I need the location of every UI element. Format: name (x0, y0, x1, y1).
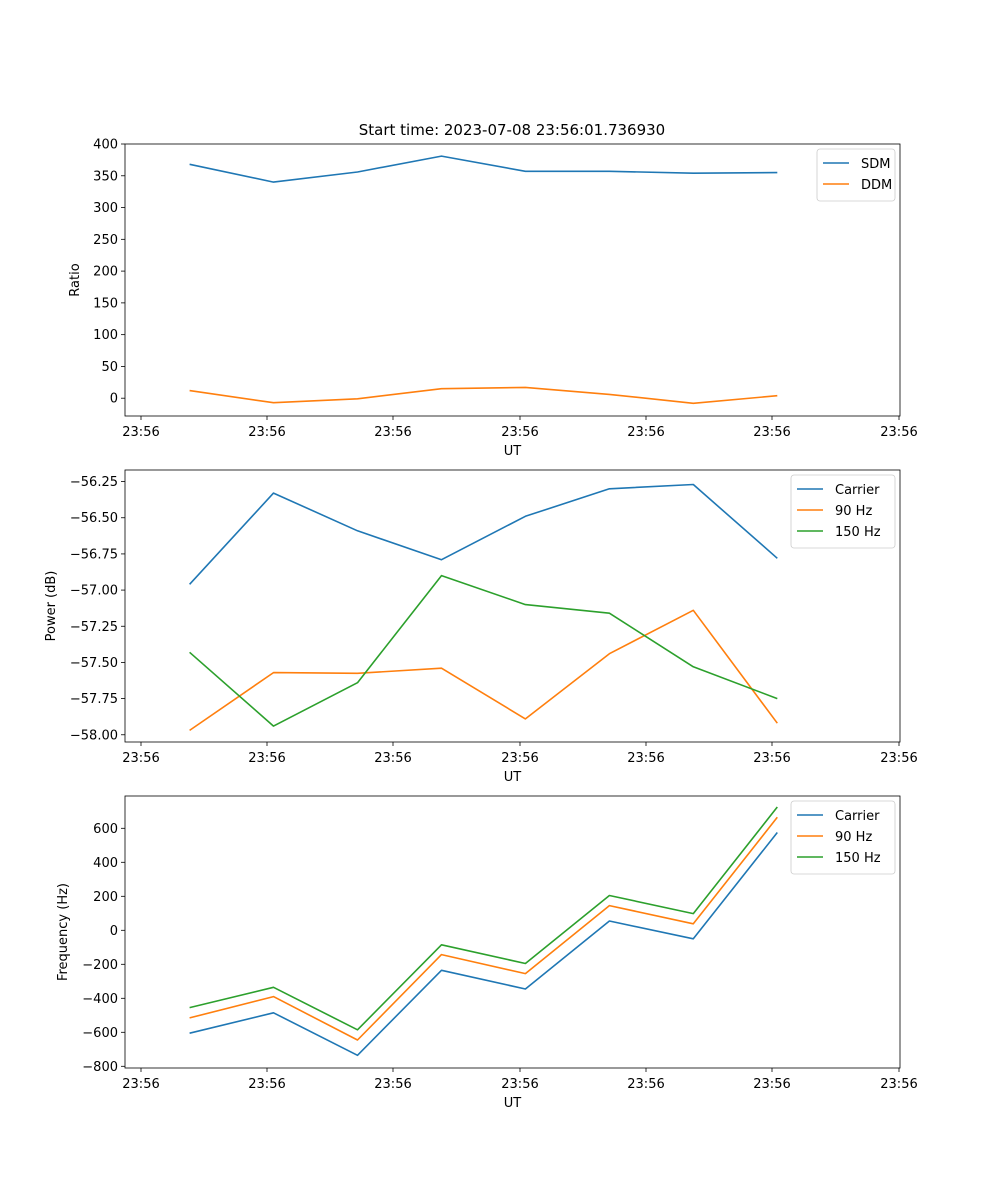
y-tick-label: −56.75 (70, 547, 118, 562)
axes-frame (124, 469, 901, 743)
x-tick-label: 23:56 (122, 425, 159, 440)
legend-label: SDM (861, 157, 890, 172)
x-tick-label: 23:56 (501, 425, 538, 440)
x-tick-label: 23:56 (122, 1077, 159, 1092)
y-tick-label: −57.25 (70, 620, 118, 635)
legend-box (790, 474, 896, 549)
y-tick-label: −56.25 (70, 475, 118, 490)
x-tick-label: 23:56 (501, 1077, 538, 1092)
y-tick-label: −57.75 (70, 692, 118, 707)
legend-label: 150 Hz (835, 851, 881, 866)
x-tick-label: 23:56 (248, 425, 285, 440)
legend: Carrier 90 Hz 150 Hz (790, 800, 896, 875)
x-tick-label: 23:56 (880, 425, 917, 440)
x-tick-label: 23:56 (627, 751, 664, 766)
x-tick-label: 23:56 (627, 1077, 664, 1092)
y-tick-label: 200 (93, 265, 118, 280)
y-axis-label: Ratio (68, 263, 83, 296)
legend-label: Carrier (835, 809, 880, 824)
y-tick-label: −600 (82, 1026, 118, 1041)
legend: SDM DDM (816, 148, 896, 202)
series-line-150-hz (189, 806, 778, 1031)
x-tick-label: 23:56 (753, 425, 790, 440)
y-tick-label: 0 (110, 924, 118, 939)
legend-label: Carrier (835, 483, 880, 498)
series-line-150-hz (189, 574, 778, 727)
y-tick-label: −800 (82, 1060, 118, 1075)
y-tick-label: 150 (93, 296, 118, 311)
y-tick-label: 0 (110, 392, 118, 407)
series-line-carrier (189, 483, 778, 585)
x-tick-label: 23:56 (880, 751, 917, 766)
axes-frame (124, 143, 901, 417)
y-tick-label: 400 (93, 856, 118, 871)
y-tick-label: −400 (82, 992, 118, 1007)
series-line-90-hz (189, 816, 778, 1041)
chart-panel-2: 23:56 23:56 23:56 23:56 23:56 23:56 23:56 −58.0… (44, 469, 918, 785)
y-tick-label: −57.00 (70, 584, 118, 599)
x-tick-label: 23:56 (122, 751, 159, 766)
y-tick-label: −200 (82, 958, 118, 973)
x-axis-label: UT (504, 770, 522, 785)
series-line-ddm (189, 386, 778, 405)
y-tick-label: −56.50 (70, 511, 118, 526)
axes-frame (124, 795, 901, 1069)
legend-label: DDM (861, 178, 892, 193)
legend: Carrier 90 Hz 150 Hz (790, 474, 896, 549)
x-tick-label: 23:56 (501, 751, 538, 766)
x-tick-label: 23:56 (374, 751, 411, 766)
legend-label: 150 Hz (835, 525, 881, 540)
y-tick-label: 250 (93, 233, 118, 248)
chart-panel-1: 23:56 23:56 23:56 23:56 23:56 23:56 23:56 0 50 10… (68, 138, 918, 460)
legend-box (816, 148, 896, 202)
x-tick-label: 23:56 (248, 1077, 285, 1092)
x-tick-label: 23:56 (374, 1077, 411, 1092)
y-tick-label: 350 (93, 169, 118, 184)
x-tick-label: 23:56 (374, 425, 411, 440)
x-axis-label: UT (504, 444, 522, 459)
x-tick-label: 23:56 (753, 1077, 790, 1092)
y-axis-label: Frequency (Hz) (56, 883, 71, 981)
legend-label: 90 Hz (835, 504, 872, 519)
series-line-sdm (189, 155, 778, 183)
x-axis-label: UT (504, 1096, 522, 1111)
legend-label: 90 Hz (835, 830, 872, 845)
y-tick-label: 400 (93, 138, 118, 153)
x-tick-label: 23:56 (627, 425, 664, 440)
figure-title: Start time: 2023-07-08 23:56:01.736930 (359, 121, 665, 139)
y-tick-label: 600 (93, 822, 118, 837)
y-tick-label: 200 (93, 890, 118, 905)
chart-panel-3: 23:56 23:56 23:56 23:56 23:56 23:56 23:56 −800 −… (56, 795, 918, 1111)
y-tick-label: 50 (101, 360, 118, 375)
y-tick-label: −58.00 (70, 728, 118, 743)
series-line-carrier (189, 832, 778, 1057)
y-axis-label: Power (dB) (44, 571, 59, 642)
legend-box (790, 800, 896, 875)
x-tick-label: 23:56 (248, 751, 285, 766)
x-tick-label: 23:56 (753, 751, 790, 766)
x-tick-label: 23:56 (880, 1077, 917, 1092)
y-tick-label: 300 (93, 201, 118, 216)
y-tick-label: −57.50 (70, 656, 118, 671)
series-line-90-hz (189, 609, 778, 732)
y-tick-label: 100 (93, 328, 118, 343)
